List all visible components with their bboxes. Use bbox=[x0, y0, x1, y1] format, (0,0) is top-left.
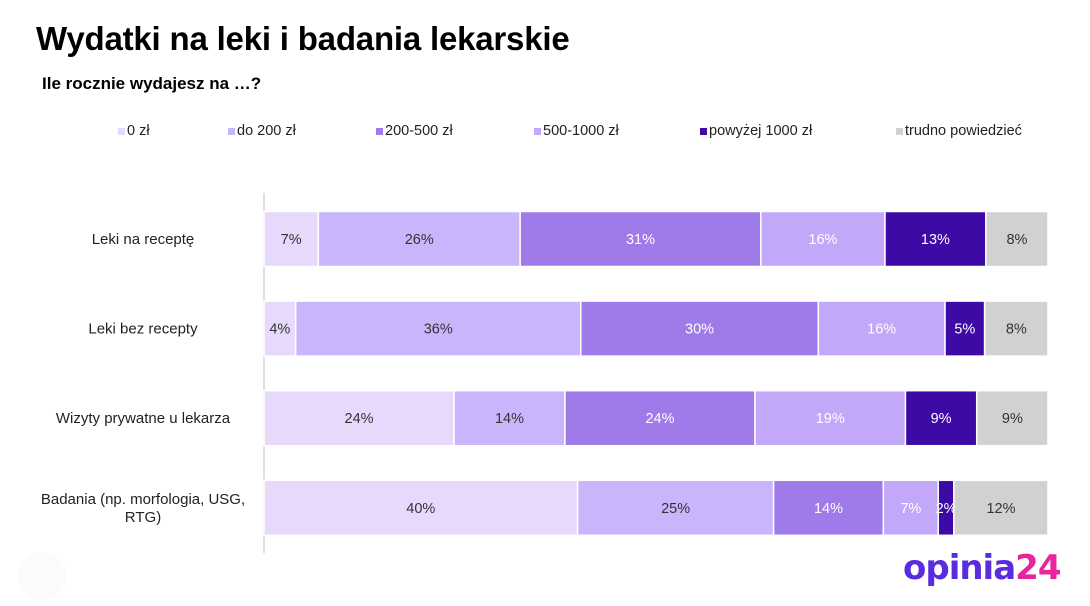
stacked-bar-chart: 0 zł do 200 zł 200-500 zł 500-1000 zł powyże… bbox=[41, 123, 1049, 553]
bar-segment bbox=[904, 389, 978, 447]
legend-item: powyżej 1000 zł bbox=[700, 123, 813, 139]
data-label: 5% bbox=[954, 322, 975, 338]
legend-item: 0 zł bbox=[118, 123, 150, 139]
bar-segment bbox=[263, 479, 579, 537]
page-subtitle: Ile rocznie wydajesz na …? bbox=[42, 74, 262, 93]
data-label: 30% bbox=[685, 322, 714, 338]
brand-logo-number: 24 bbox=[1015, 548, 1061, 588]
legend-label: 200-500 zł bbox=[385, 123, 453, 139]
bar-segment bbox=[263, 389, 455, 447]
bar-segment bbox=[760, 210, 886, 268]
bar-segment bbox=[453, 389, 566, 447]
legend-label: 500-1000 zł bbox=[543, 123, 620, 139]
legend-swatch bbox=[896, 128, 903, 135]
bar-segment bbox=[576, 479, 775, 537]
data-label: 26% bbox=[405, 232, 434, 248]
data-label: 13% bbox=[921, 232, 950, 248]
data-label: 7% bbox=[900, 501, 921, 517]
data-label: 9% bbox=[931, 411, 952, 427]
bar-segment bbox=[564, 389, 756, 447]
data-label: 24% bbox=[645, 411, 674, 427]
bar-segment bbox=[953, 479, 1049, 537]
page-title: Wydatki na leki i badania lekarskie bbox=[36, 20, 570, 57]
bar-segment bbox=[975, 389, 1049, 447]
bar-segment bbox=[519, 210, 762, 268]
brand-logo: opinia24 bbox=[903, 548, 1061, 588]
bar-segment bbox=[884, 210, 987, 268]
bar-segment bbox=[944, 300, 986, 357]
data-label: 12% bbox=[986, 501, 1015, 517]
corner-decoration bbox=[18, 552, 66, 600]
legend-swatch bbox=[376, 128, 383, 135]
bar-segment bbox=[263, 300, 297, 357]
category-label: Leki bez recepty bbox=[88, 321, 198, 338]
brand-logo-word: opinia bbox=[903, 548, 1016, 588]
legend-swatch bbox=[534, 128, 541, 135]
data-label: 19% bbox=[816, 411, 845, 427]
legend-label: trudno powiedzieć bbox=[905, 123, 1022, 139]
legend-item: trudno powiedzieć bbox=[896, 123, 1022, 139]
data-label: 16% bbox=[808, 232, 837, 248]
bar-segment bbox=[985, 210, 1049, 268]
data-label: 40% bbox=[406, 501, 435, 517]
legend-label: 0 zł bbox=[127, 123, 150, 139]
data-label: 16% bbox=[867, 322, 896, 338]
data-label: 4% bbox=[269, 322, 290, 338]
legend-item: 200-500 zł bbox=[376, 123, 453, 139]
data-label: 14% bbox=[814, 501, 843, 517]
legend-item: do 200 zł bbox=[228, 123, 297, 139]
legend-label: powyżej 1000 zł bbox=[709, 123, 813, 139]
bar-segment bbox=[983, 300, 1049, 357]
legend-label: do 200 zł bbox=[237, 123, 297, 139]
data-label: 8% bbox=[1006, 232, 1027, 248]
legend-swatch bbox=[228, 128, 235, 135]
data-label: 31% bbox=[626, 232, 655, 248]
bar-segment bbox=[754, 389, 907, 447]
legend-swatch bbox=[118, 128, 125, 135]
bar-segment bbox=[772, 479, 885, 537]
data-label: 7% bbox=[281, 232, 302, 248]
category-label: Wizyty prywatne u lekarza bbox=[56, 410, 231, 427]
bar-segment bbox=[263, 210, 320, 268]
data-label: 25% bbox=[661, 501, 690, 517]
bar-segment bbox=[817, 300, 946, 357]
data-label: 8% bbox=[1006, 322, 1027, 338]
data-label: 36% bbox=[424, 322, 453, 338]
category-label: Badania (np. morfologia, USG, RTG) bbox=[41, 491, 245, 526]
legend-item: 500-1000 zł bbox=[534, 123, 620, 139]
data-label: 2% bbox=[936, 501, 957, 517]
data-label: 24% bbox=[345, 411, 374, 427]
bar-segment bbox=[294, 300, 582, 357]
category-label: Leki na receptę bbox=[92, 231, 195, 248]
bar-segment bbox=[882, 479, 939, 537]
legend-swatch bbox=[700, 128, 707, 135]
bar-segment bbox=[580, 300, 820, 357]
data-label: 14% bbox=[495, 411, 524, 427]
data-label: 9% bbox=[1002, 411, 1023, 427]
